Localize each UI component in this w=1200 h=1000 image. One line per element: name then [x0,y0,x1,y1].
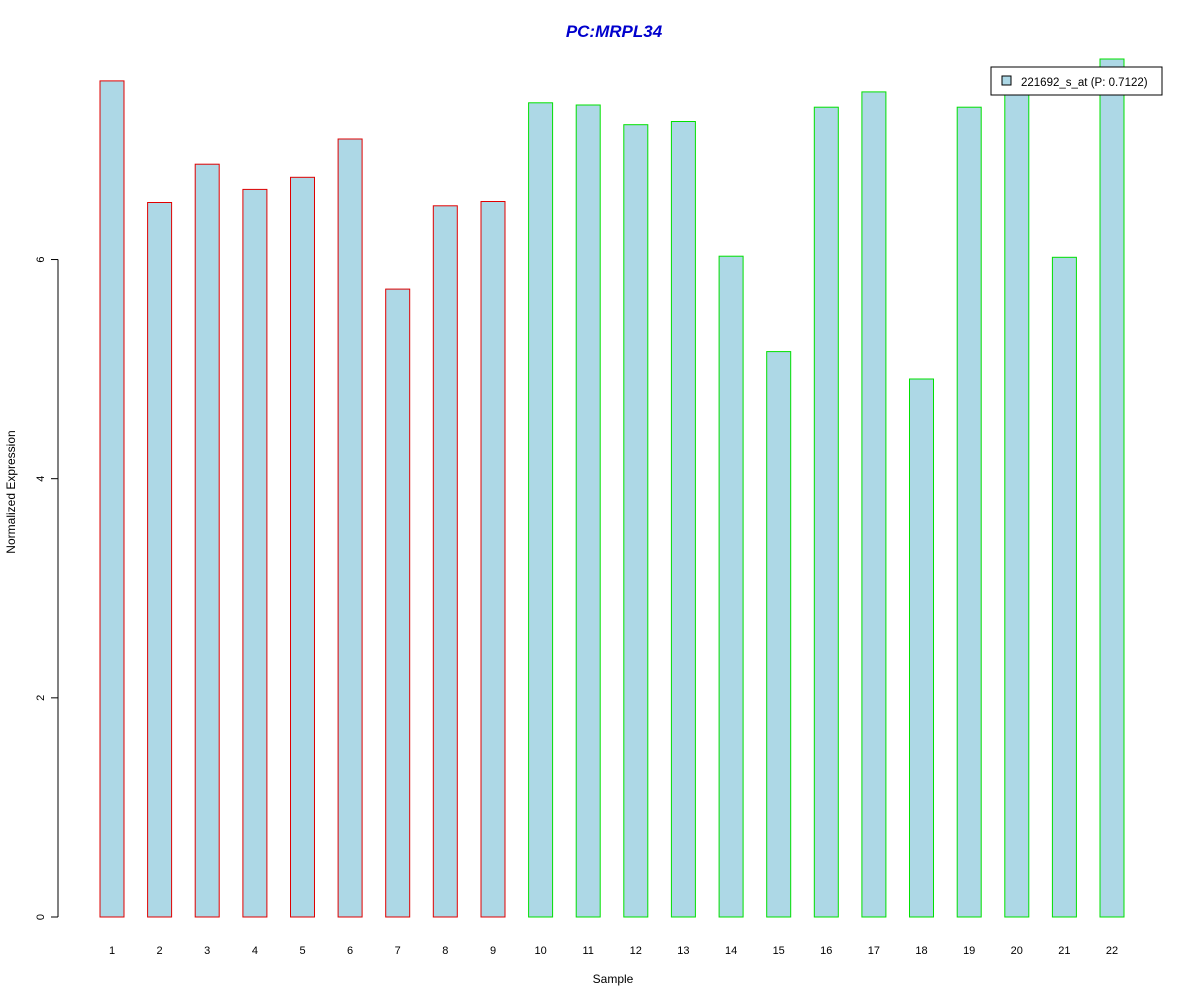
y-axis: 0 2 4 6 [35,256,59,920]
bar-sample-22 [1099,58,1125,918]
bar-sample-12 [623,124,649,918]
bar-sample-17 [861,91,887,918]
x-tick-label: 4 [252,945,258,957]
bar-sample-3 [194,163,220,918]
bar-sample-5 [290,176,315,918]
x-tick-label: 21 [1058,945,1070,957]
bar-sample-6 [337,138,363,918]
y-tick-label: 6 [35,256,47,262]
bar-sample-8 [432,205,458,918]
bar-sample-10 [528,102,554,918]
x-tick-label: 18 [915,945,927,957]
bar-sample-15 [766,351,792,918]
bar-sample-1 [99,80,125,918]
bar-sample-4 [242,188,268,918]
x-tick-label: 10 [534,945,546,957]
bar-sample-16 [813,106,839,918]
x-axis-labels: 1 2 3 4 5 6 7 8 9 10 11 12 13 14 15 16 17 18 19 20 21 22 [109,945,1118,957]
legend-swatch [1001,75,1012,86]
x-tick-label: 5 [299,945,305,957]
x-tick-label: 11 [582,945,593,957]
x-tick-label: 14 [725,945,737,957]
bar-sample-11 [575,104,601,918]
x-tick-label: 7 [395,945,401,957]
x-tick-label: 20 [1011,945,1023,957]
x-tick-label: 22 [1106,945,1118,957]
x-axis-label: Sample [593,972,634,986]
legend-label: 221692_s_at (P: 0.7122) [1021,77,1148,89]
bar-sample-13 [670,121,696,918]
y-tick-label: 4 [35,476,47,482]
legend: 221692_s_at (P: 0.7122) [990,66,1163,96]
y-axis-label: Normalized Expression [4,430,18,553]
x-tick-label: 16 [820,945,832,957]
bar-sample-20 [1004,91,1030,918]
x-tick-label: 9 [490,945,496,957]
x-tick-label: 17 [868,945,880,957]
bar-sample-2 [147,202,173,918]
x-tick-label: 2 [157,945,163,957]
x-tick-label: 15 [773,945,785,957]
x-tick-label: 12 [630,945,642,957]
bar-sample-19 [956,106,982,918]
bars-layer [99,58,1125,918]
bar-sample-7 [385,288,411,918]
x-tick-label: 19 [963,945,975,957]
y-tick-label: 2 [35,695,47,701]
chart-title: PC:MRPL34 [566,22,663,41]
bar-sample-18 [909,378,934,918]
bar-sample-14 [718,255,744,918]
x-tick-label: 3 [204,945,210,957]
x-tick-label: 13 [677,945,689,957]
x-tick-label: 8 [442,945,448,957]
y-tick-label: 0 [35,914,47,920]
legend-box [990,66,1163,96]
x-tick-label: 6 [347,945,353,957]
bar-sample-21 [1051,256,1077,918]
x-tick-label: 1 [109,945,115,957]
bar-sample-9 [480,201,506,918]
